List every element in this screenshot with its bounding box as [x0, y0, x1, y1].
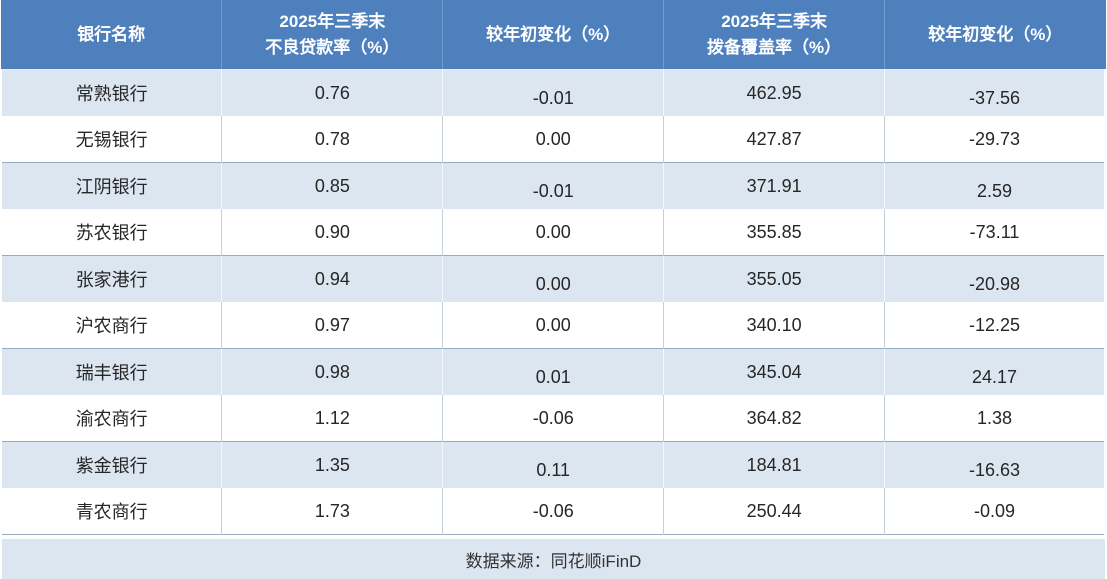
value-cell: 2.59 — [884, 162, 1107, 209]
table-row: 苏农银行 0.90 0.00 355.85 -73.11 — [0, 209, 1107, 256]
table-row: 常熟银行 0.76 -0.01 462.95 -37.56 — [0, 69, 1107, 116]
table-row: 江阴银行 0.85 -0.01 371.91 2.59 — [0, 162, 1107, 209]
bank-name-cell: 瑞丰银行 — [0, 348, 223, 395]
bank-name-cell: 江阴银行 — [0, 162, 223, 209]
value-cell: -0.06 — [442, 395, 665, 442]
value-cell: 0.00 — [442, 255, 665, 302]
value-cell: 0.97 — [221, 302, 444, 349]
table-row: 沪农商行 0.97 0.00 340.10 -12.25 — [0, 302, 1107, 349]
value-cell: 0.78 — [221, 116, 444, 163]
table-row: 青农商行 1.73 -0.06 250.44 -0.09 — [0, 488, 1107, 535]
table-row: 无锡银行 0.78 0.00 427.87 -29.73 — [0, 116, 1107, 163]
column-header-coverage-change: 较年初变化（%） — [884, 0, 1106, 70]
value-cell: -12.25 — [884, 302, 1107, 349]
value-cell: -20.98 — [884, 255, 1107, 302]
bank-name-cell: 无锡银行 — [0, 116, 223, 163]
value-cell: 1.35 — [221, 441, 444, 488]
column-header-npl-change: 较年初变化（%） — [442, 0, 665, 70]
bank-name-cell: 苏农银行 — [0, 209, 223, 256]
value-cell: -0.06 — [442, 488, 665, 535]
bank-metrics-table: 银行名称 2025年三季末 不良贷款率（%） 较年初变化（%） 2025年三季末… — [0, 0, 1107, 535]
value-cell: 0.11 — [442, 441, 665, 488]
bank-name-cell: 紫金银行 — [0, 441, 223, 488]
table-row: 瑞丰银行 0.98 0.01 345.04 24.17 — [0, 348, 1107, 395]
table-row: 紫金银行 1.35 0.11 184.81 -16.63 — [0, 441, 1107, 488]
value-cell: 0.00 — [442, 116, 665, 163]
bank-name-cell: 常熟银行 — [0, 69, 223, 116]
value-cell: 0.94 — [221, 255, 444, 302]
column-header-coverage-ratio: 2025年三季末 拨备覆盖率（%） — [663, 0, 886, 70]
column-header-bank-name: 银行名称 — [1, 0, 223, 70]
data-source-note: 数据来源：同花顺iFinD — [2, 539, 1105, 579]
value-cell: -16.63 — [884, 441, 1107, 488]
value-cell: 0.90 — [221, 209, 444, 256]
value-cell: 462.95 — [663, 69, 886, 116]
value-cell: 0.98 — [221, 348, 444, 395]
bank-name-cell: 渝农商行 — [0, 395, 223, 442]
value-cell: 0.00 — [442, 209, 665, 256]
value-cell: -37.56 — [884, 69, 1107, 116]
table-header: 银行名称 2025年三季末 不良贷款率（%） 较年初变化（%） 2025年三季末… — [1, 0, 1106, 70]
value-cell: 0.00 — [442, 302, 665, 349]
value-cell: 427.87 — [663, 116, 886, 163]
value-cell: 355.05 — [663, 255, 886, 302]
header-row: 银行名称 2025年三季末 不良贷款率（%） 较年初变化（%） 2025年三季末… — [1, 0, 1106, 70]
value-cell: 1.12 — [221, 395, 444, 442]
table-body: 常熟银行 0.76 -0.01 462.95 -37.56 无锡银行 0.78 0.00 427… — [0, 69, 1107, 535]
value-cell: -73.11 — [884, 209, 1107, 256]
value-cell: -0.01 — [442, 69, 665, 116]
value-cell: 24.17 — [884, 348, 1107, 395]
value-cell: 1.73 — [221, 488, 444, 535]
value-cell: 0.01 — [442, 348, 665, 395]
value-cell: 345.04 — [663, 348, 886, 395]
value-cell: 184.81 — [663, 441, 886, 488]
value-cell: 364.82 — [663, 395, 886, 442]
table-row: 张家港行 0.94 0.00 355.05 -20.98 — [0, 255, 1107, 302]
value-cell: -0.09 — [884, 488, 1107, 535]
value-cell: 371.91 — [663, 162, 886, 209]
value-cell: 0.85 — [221, 162, 444, 209]
value-cell: -29.73 — [884, 116, 1107, 163]
value-cell: 250.44 — [663, 488, 886, 535]
bank-name-cell: 青农商行 — [0, 488, 223, 535]
bank-name-cell: 沪农商行 — [0, 302, 223, 349]
table-row: 渝农商行 1.12 -0.06 364.82 1.38 — [0, 395, 1107, 442]
column-header-npl-ratio: 2025年三季末 不良贷款率（%） — [221, 0, 444, 70]
value-cell: -0.01 — [442, 162, 665, 209]
value-cell: 355.85 — [663, 209, 886, 256]
bank-name-cell: 张家港行 — [0, 255, 223, 302]
value-cell: 340.10 — [663, 302, 886, 349]
value-cell: 1.38 — [884, 395, 1107, 442]
value-cell: 0.76 — [221, 69, 444, 116]
